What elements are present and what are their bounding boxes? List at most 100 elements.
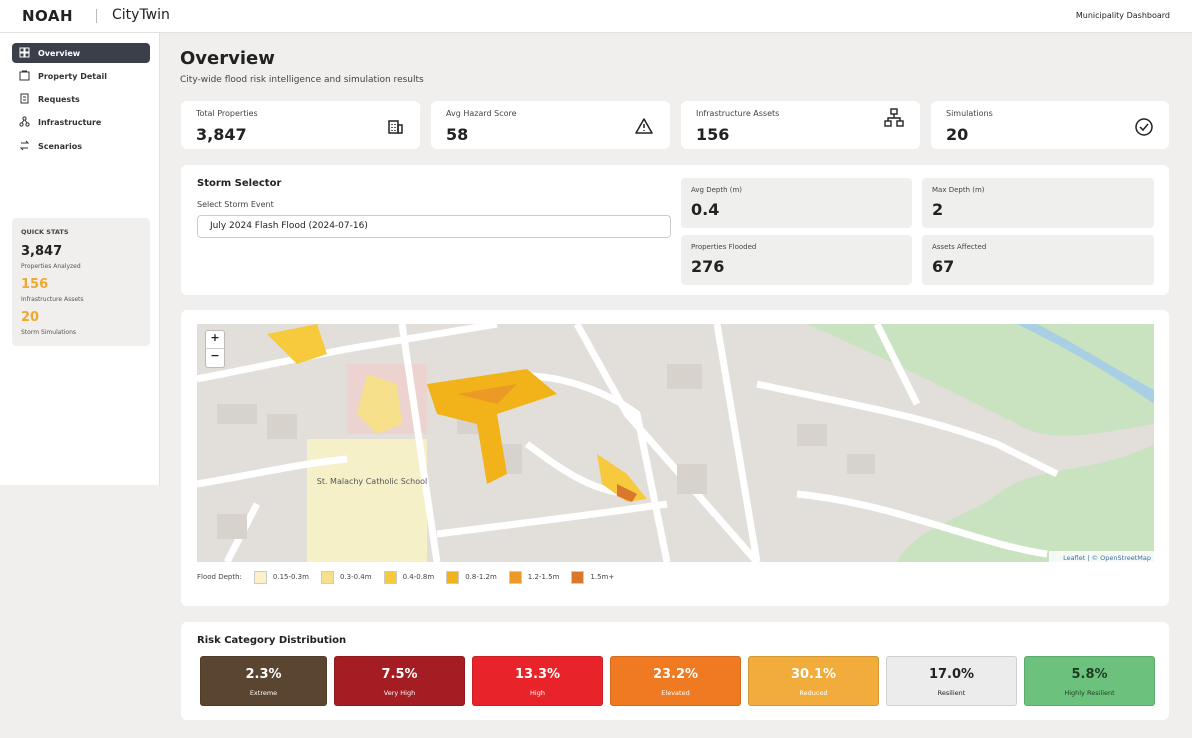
- nav-item[interactable]: Requests: [12, 89, 150, 109]
- risk-label: Highly Resilient: [1064, 689, 1115, 697]
- quick-stats-title: QUICK STATS: [21, 228, 69, 236]
- icon: [19, 70, 30, 81]
- flood-map[interactable]: St. Malachy Catholic School Leaflet | © …: [197, 324, 1154, 562]
- risk-value: 17.0%: [928, 667, 975, 682]
- map-label: St. Malachy Catholic School: [317, 477, 428, 486]
- stat-box: Assets Affected 67: [922, 235, 1154, 285]
- nav-label: Overview: [38, 48, 81, 58]
- sidebar: Overview Property Detail Requests Infras…: [0, 33, 160, 485]
- risk-value: 5.8%: [1071, 667, 1108, 682]
- dashboard-label: Municipality Dashboard: [1075, 11, 1170, 20]
- quick-stat-label: Storm Simulations: [21, 329, 77, 336]
- kpi-card: Simulations 20: [931, 101, 1169, 149]
- legend-item: 0.4-0.8m: [383, 570, 435, 584]
- separator: [96, 9, 97, 23]
- legend-swatch: [446, 570, 460, 584]
- zoom-control: + −: [205, 330, 225, 368]
- risk-value: 30.1%: [790, 667, 837, 682]
- risk-title: Risk Category Distribution: [197, 635, 347, 646]
- legend-swatch: [253, 570, 267, 584]
- stat-label: Avg Depth (m): [691, 186, 743, 194]
- risk-label: Reduced: [799, 689, 828, 697]
- nav-item[interactable]: Scenarios: [12, 136, 150, 156]
- kpi-label: Simulations: [946, 109, 993, 118]
- legend-item: 0.8-1.2m: [446, 570, 497, 584]
- stat-value: 0.4: [691, 200, 720, 219]
- quick-stat-label: Properties Analyzed: [21, 263, 81, 270]
- warning-icon: [635, 118, 653, 134]
- risk-label: Resilient: [937, 689, 966, 697]
- kpi-label: Infrastructure Assets: [696, 109, 780, 118]
- risk-box: 23.2% Elevated: [610, 656, 741, 706]
- nav-item[interactable]: Infrastructure: [12, 112, 150, 132]
- legend-label: 0.4-0.8m: [402, 573, 435, 581]
- quick-stat-value: 3,847: [21, 244, 63, 259]
- check-icon: [1135, 118, 1153, 136]
- legend-item: 0.3-0.4m: [320, 570, 372, 584]
- risk-box: 17.0% Resilient: [886, 656, 1017, 706]
- kpi-label: Total Properties: [196, 109, 258, 118]
- quick-stats: QUICK STATS 3,847 Properties Analyzed 15…: [12, 218, 150, 346]
- kpi-value: 58: [446, 125, 469, 144]
- product-name: CityTwin: [112, 7, 170, 23]
- stat-label: Properties Flooded: [691, 243, 757, 251]
- stat-label: Max Depth (m): [932, 186, 985, 194]
- page-subtitle: City-wide flood risk intelligence and si…: [180, 75, 424, 85]
- header: NOAH CityTwin Municipality Dashboard: [0, 0, 1192, 33]
- legend-title: Flood Depth:: [197, 573, 242, 581]
- kpi-card: Avg Hazard Score 58: [431, 101, 670, 149]
- legend-items: 0.15-0.3m 0.3-0.4m 0.4-0.8m 0.8-1.2m 1.2-1.5…: [253, 570, 614, 584]
- risk-box: 7.5% Very High: [334, 656, 465, 706]
- kpi-value: 20: [946, 125, 969, 144]
- building-icon: [388, 120, 403, 134]
- risk-box: 30.1% Reduced: [748, 656, 879, 706]
- kpi-card: Infrastructure Assets 156: [681, 101, 920, 149]
- stat-label: Assets Affected: [932, 243, 987, 251]
- risk-box: 13.3% High: [472, 656, 603, 706]
- icon: [20, 93, 29, 104]
- quick-stat-value: 20: [21, 310, 40, 325]
- legend-swatch: [383, 570, 397, 584]
- legend-label: 0.8-1.2m: [465, 573, 497, 581]
- icon: [19, 47, 30, 58]
- map-attribution[interactable]: Leaflet | © OpenStreetMap: [1063, 554, 1151, 562]
- risk-box: 5.8% Highly Resilient: [1024, 656, 1155, 706]
- risk-value: 2.3%: [245, 667, 282, 682]
- risk-box: 2.3% Extreme: [200, 656, 327, 706]
- stat-value: 67: [932, 257, 955, 276]
- risk-boxes: 2.3% Extreme 7.5% Very High 13.3% High 23.2% El…: [200, 656, 1155, 706]
- stat-value: 2: [932, 200, 944, 219]
- map-panel: St. Malachy Catholic School Leaflet | © …: [181, 310, 1169, 606]
- legend-swatch: [320, 570, 334, 584]
- network-icon: [884, 108, 904, 127]
- nav-item[interactable]: Property Detail: [12, 66, 150, 86]
- quick-stat-value: 156: [21, 277, 49, 292]
- risk-value: 13.3%: [514, 667, 561, 682]
- legend-item: 1.5m+: [571, 570, 614, 584]
- legend-label: 0.15-0.3m: [272, 573, 309, 581]
- nav-label: Property Detail: [38, 71, 107, 81]
- map-legend: Flood Depth: 0.15-0.3m 0.3-0.4m 0.4-0.8m 0.…: [197, 562, 1154, 592]
- legend-swatch: [508, 570, 522, 584]
- nav-item[interactable]: Overview: [12, 43, 150, 63]
- nav-label: Scenarios: [38, 141, 82, 151]
- legend-label: 1.2-1.5m: [527, 573, 560, 581]
- legend-swatch: [571, 570, 585, 584]
- kpi-value: 156: [696, 125, 730, 144]
- risk-label: Elevated: [661, 689, 690, 697]
- zoom-out[interactable]: −: [210, 349, 220, 362]
- brand[interactable]: NOAH: [22, 7, 74, 25]
- page-title: Overview: [180, 48, 275, 69]
- risk-label: High: [530, 689, 545, 697]
- risk-label: Extreme: [249, 689, 278, 697]
- storm-select[interactable]: July 2024 Flash Flood (2024-07-16): [197, 215, 671, 238]
- risk-label: Very High: [383, 689, 416, 697]
- legend-label: 0.3-0.4m: [339, 573, 372, 581]
- icon: [19, 140, 30, 151]
- zoom-in[interactable]: +: [206, 331, 224, 349]
- stat-box: Max Depth (m) 2: [922, 178, 1154, 228]
- legend-item: 0.15-0.3m: [253, 570, 309, 584]
- stat-value: 276: [691, 257, 725, 276]
- storm-title: Storm Selector: [197, 178, 282, 189]
